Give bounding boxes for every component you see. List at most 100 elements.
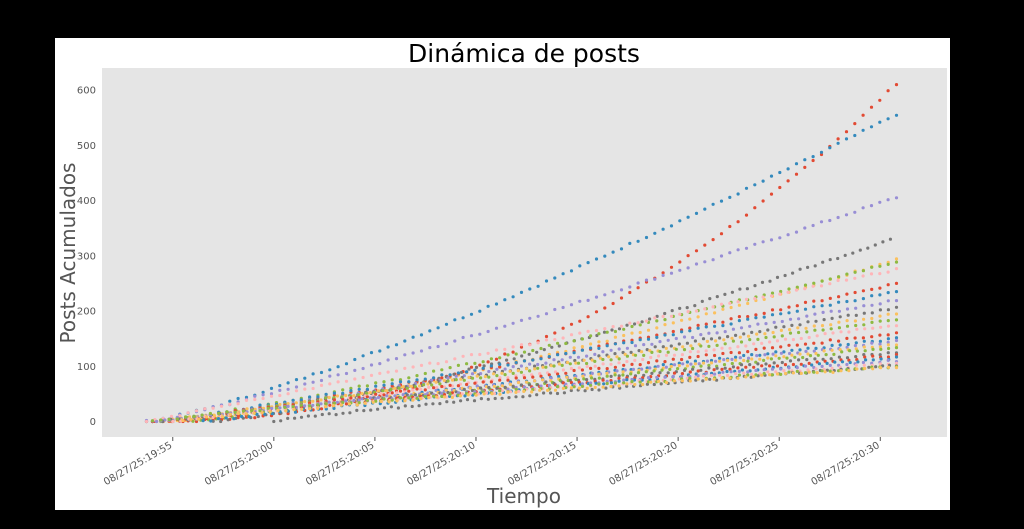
data-point: [837, 275, 841, 279]
data-point: [286, 404, 290, 408]
data-point: [368, 396, 372, 400]
data-point: [674, 347, 678, 351]
data-point: [456, 363, 460, 367]
data-point: [676, 367, 680, 371]
data-point: [580, 382, 585, 386]
data-point: [465, 362, 469, 366]
data-point: [631, 367, 636, 371]
data-point: [821, 260, 825, 264]
data-point: [226, 418, 230, 422]
data-point: [886, 351, 890, 355]
data-point: [382, 393, 386, 397]
data-point: [533, 379, 537, 383]
data-point: [308, 401, 312, 405]
data-point: [394, 369, 399, 373]
data-point: [828, 338, 832, 342]
data-point: [557, 344, 561, 348]
data-point: [749, 375, 753, 379]
data-point: [353, 368, 357, 372]
data-point: [707, 363, 711, 367]
data-point: [824, 353, 828, 357]
data-point: [541, 365, 545, 369]
data-point: [228, 399, 232, 403]
data-point: [861, 360, 866, 365]
data-point: [775, 339, 780, 343]
data-point: [589, 346, 593, 350]
data-point: [576, 355, 581, 359]
data-point: [191, 419, 195, 423]
data-point: [838, 343, 842, 347]
data-point: [261, 396, 265, 401]
data-point: [403, 353, 407, 357]
data-point: [396, 406, 400, 410]
data-point: [774, 354, 778, 358]
data-point: [637, 349, 641, 353]
data-point: [853, 319, 858, 323]
data-point: [394, 343, 399, 347]
data-point: [736, 300, 740, 304]
data-point: [820, 304, 824, 308]
data-point: [831, 331, 835, 335]
data-point: [279, 419, 283, 423]
data-point: [511, 295, 515, 299]
data-point: [730, 361, 734, 366]
data-point: [846, 313, 850, 317]
data-point: [522, 389, 526, 393]
y-tick-label: 500: [77, 141, 96, 152]
data-point: [813, 312, 817, 316]
data-point: [791, 362, 796, 367]
data-point: [779, 351, 784, 355]
data-point: [492, 391, 496, 396]
data-point: [181, 418, 185, 423]
data-point: [261, 390, 265, 394]
data-point: [668, 367, 672, 371]
data-point: [184, 415, 188, 419]
data-point: [894, 299, 899, 303]
data-point: [487, 385, 491, 390]
data-point: [194, 409, 199, 413]
data-point: [820, 341, 824, 345]
data-point: [836, 278, 840, 283]
data-point: [536, 284, 540, 288]
data-point: [755, 354, 759, 358]
data-point: [528, 316, 532, 320]
data-point: [369, 408, 373, 412]
data-point: [806, 320, 810, 324]
data-point: [605, 371, 609, 375]
data-point: [746, 356, 751, 360]
data-point: [446, 379, 450, 383]
data-point: [750, 330, 754, 334]
data-point: [434, 380, 438, 384]
data-point: [762, 346, 766, 350]
data-point: [511, 371, 515, 375]
data-point: [869, 105, 874, 109]
data-point: [688, 317, 692, 321]
data-point: [844, 278, 849, 282]
data-point: [680, 372, 685, 376]
data-point: [878, 345, 883, 349]
data-point: [319, 402, 323, 406]
data-point: [444, 360, 449, 364]
data-point: [465, 398, 470, 402]
data-point: [589, 366, 593, 370]
data-point: [625, 323, 629, 327]
data-point: [886, 337, 891, 341]
data-point: [494, 302, 499, 306]
data-point: [506, 390, 510, 394]
data-point: [712, 368, 716, 372]
data-point: [723, 342, 727, 346]
data-point: [597, 372, 601, 376]
data-point: [788, 317, 793, 321]
data-point: [498, 376, 502, 380]
data-point: [539, 374, 543, 378]
data-point: [775, 275, 780, 279]
data-point: [306, 414, 310, 418]
data-point: [462, 374, 466, 378]
data-point: [344, 379, 349, 383]
data-point: [853, 276, 857, 280]
data-point: [341, 388, 345, 392]
data-point: [482, 392, 486, 396]
data-point: [361, 366, 365, 371]
data-point: [701, 379, 705, 383]
data-point: [811, 223, 815, 228]
